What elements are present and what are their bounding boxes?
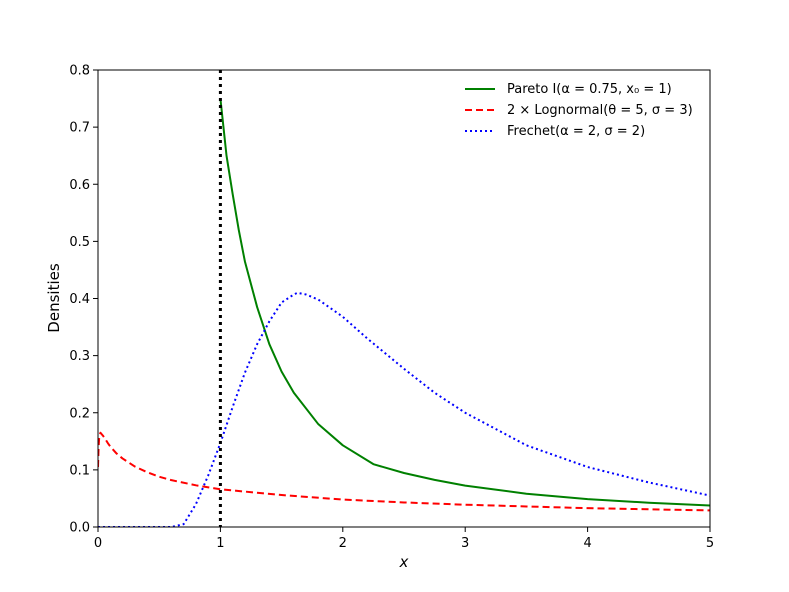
y-tick-label: 0.1 <box>69 463 90 478</box>
legend-entry-lognormal: 2 × Lognormal(θ = 5, σ = 3) <box>507 103 693 118</box>
y-tick-label: 0.0 <box>69 521 90 536</box>
series-line-pareto <box>219 98 710 507</box>
y-tick-label: 0.5 <box>69 235 90 250</box>
x-axis-label: x <box>399 553 409 571</box>
legend-entry-pareto: Pareto I(α = 0.75, x₀ = 1) <box>507 82 672 97</box>
y-tick-label: 0.7 <box>69 121 90 136</box>
legend-entry-frechet: Frechet(α = 2, σ = 2) <box>507 124 645 139</box>
x-tick-label: 1 <box>216 536 224 551</box>
series-line-frechet <box>98 291 710 527</box>
x-tick-label: 5 <box>706 536 714 551</box>
y-tick-label: 0.4 <box>69 292 90 307</box>
series-line-lognormal <box>98 431 710 512</box>
y-axis-label: Densities <box>45 263 63 333</box>
y-tick-label: 0.2 <box>69 406 90 421</box>
y-tick-label: 0.6 <box>69 178 90 193</box>
series-layer <box>98 98 710 527</box>
y-axis-ticks: 0.0 0.1 0.2 0.3 0.4 0.5 0.6 0.7 0.8 <box>69 64 98 536</box>
x-tick-label: 4 <box>583 536 591 551</box>
y-tick-label: 0.3 <box>69 349 90 364</box>
x-tick-label: 0 <box>94 536 102 551</box>
x-tick-label: 2 <box>339 536 347 551</box>
x-axis-ticks: 0 1 2 3 4 5 <box>94 527 714 551</box>
x-tick-label: 3 <box>461 536 469 551</box>
y-tick-label: 0.8 <box>69 64 90 79</box>
legend: Pareto I(α = 0.75, x₀ = 1) 2 × Lognormal… <box>465 82 693 139</box>
